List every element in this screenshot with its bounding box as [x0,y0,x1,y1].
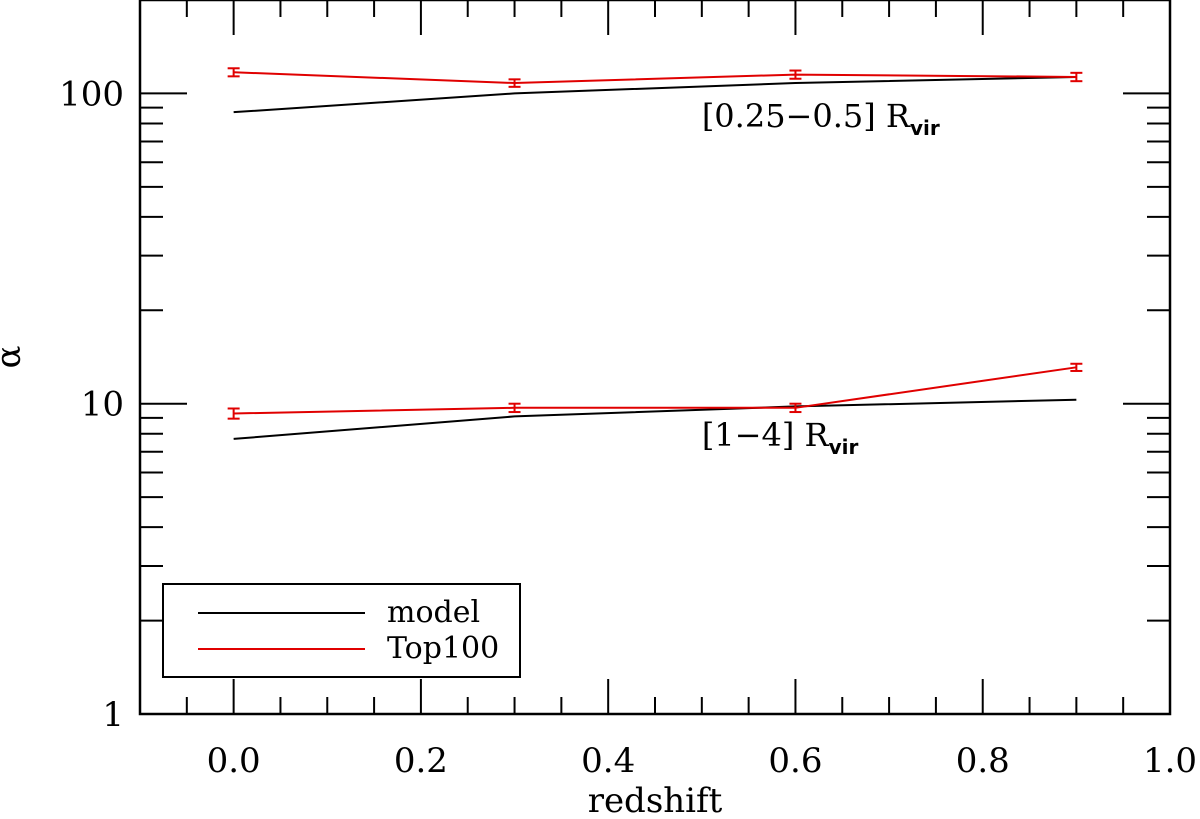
region-label: [1−4] Rvir [702,416,859,459]
error-bar [1070,362,1083,372]
error-bar [227,67,240,78]
y-tick-label: 10 [81,385,124,425]
error-bar [789,402,802,414]
y-tick-label: 1 [102,695,124,735]
x-tick-label: 0.0 [207,741,261,781]
x-tick-label: 0.2 [394,741,448,781]
y-tick-label: 100 [59,74,124,114]
legend: model Top100 [162,583,521,678]
legend-label-model: model [387,595,480,630]
tick-labels: 0.0 0.2 0.4 0.6 0.8 1.0 1 10 100 [59,74,1197,781]
x-tick-label: 0.8 [956,741,1010,781]
series-line-top100 [233,71,1077,85]
annotations: [0.25−0.5] Rvir [1−4] Rvir [702,97,940,459]
error-bar [508,402,521,414]
series-line-model [233,75,1077,114]
axis-ticks [139,0,1171,715]
x-axis-title: redshift [588,781,723,819]
legend-label-top100: Top100 [387,631,499,666]
x-tick-label: 0.6 [768,741,822,781]
series-layer [227,67,1083,440]
error-bar [1070,71,1083,83]
error-bar [789,69,802,80]
series-line-model [233,398,1077,440]
region-label: [0.25−0.5] Rvir [702,97,940,140]
error-bar [508,78,521,88]
y-axis-title: α [0,345,29,368]
error-bar [227,407,240,420]
plot-frame [138,0,1172,716]
x-tick-label: 1.0 [1143,741,1197,781]
legend-box [162,583,521,678]
series-line-top100 [233,366,1077,415]
x-tick-label: 0.4 [581,741,635,781]
